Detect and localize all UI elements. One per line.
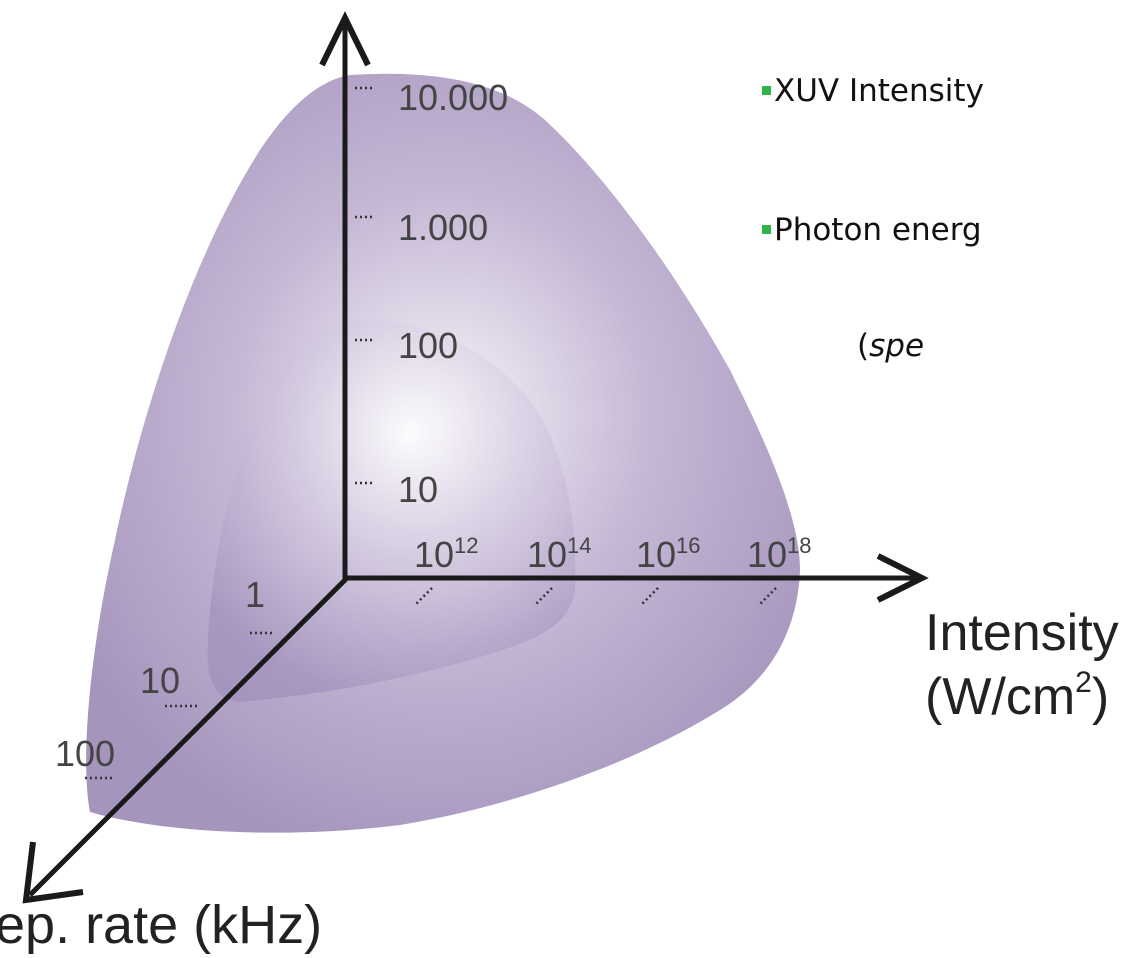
z-tick-label: 100 [55, 733, 115, 774]
unit: (W/cm [925, 668, 1075, 726]
tick-exp: 12 [454, 533, 478, 558]
unit-exp: 2 [1075, 666, 1092, 699]
z-tick-label: 1 [245, 574, 265, 615]
tick-base: 10 [747, 534, 787, 575]
note: (spe [857, 328, 924, 364]
note-text: spe [869, 328, 924, 364]
tick-exp: 18 [787, 533, 811, 558]
tick-base: 10 [414, 534, 454, 575]
tick-exp: 14 [567, 533, 591, 558]
y-tick-label: 1.000 [398, 207, 488, 248]
x-tick-label: 1018 [747, 533, 812, 575]
axis-label: (W/cm2) [925, 666, 1109, 726]
y-tick-label: 10.000 [398, 77, 508, 118]
axis-label: Intensity [925, 604, 1119, 662]
y-tick-label: 100 [398, 325, 458, 366]
bullet-text: Photon energ [774, 212, 982, 248]
axis-label: ep. rate (kHz) [0, 895, 322, 955]
slide: 10.000 1.000 100 10 1012 1014 1016 1018 … [0, 0, 1130, 958]
unit: ) [1092, 668, 1109, 726]
bullet-text: XUV Intensity [774, 73, 984, 109]
tick-exp: 16 [676, 533, 700, 558]
z-tick-label: 10 [140, 660, 180, 701]
y-tick-label: 10 [398, 469, 438, 510]
bullet-marker [762, 86, 771, 95]
bullet-marker [762, 225, 771, 234]
tick-base: 10 [636, 534, 676, 575]
tick-base: 10 [527, 534, 567, 575]
